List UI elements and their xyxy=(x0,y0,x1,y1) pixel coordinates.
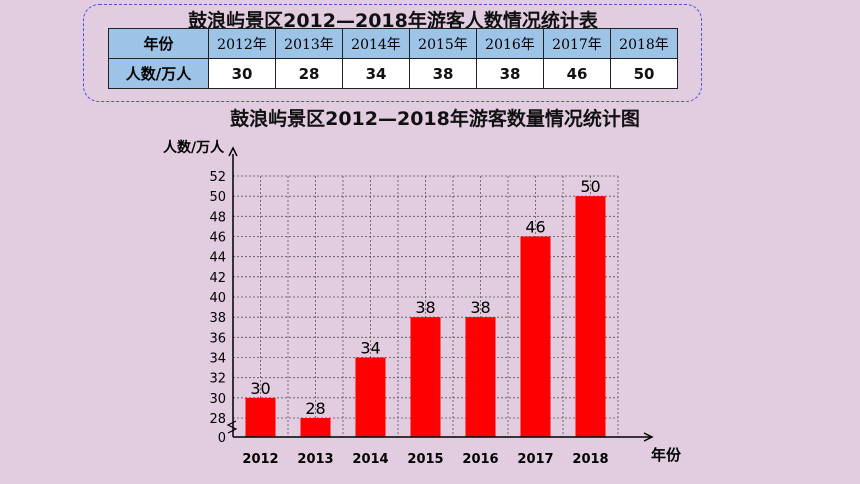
chart-title: 鼓浪屿景区2012—2018年游客数量情况统计图 xyxy=(230,108,640,130)
year-cell: 2012年 xyxy=(208,28,276,59)
data-label: 38 xyxy=(470,298,490,317)
year-cell: 2015年 xyxy=(409,28,477,59)
data-label: 46 xyxy=(525,218,545,237)
bar xyxy=(520,236,551,437)
data-label: 50 xyxy=(580,177,600,196)
table-frame xyxy=(83,4,702,102)
y-axis-label: 人数/万人 xyxy=(163,139,225,156)
data-label: 34 xyxy=(360,339,380,358)
data-label: 30 xyxy=(250,379,270,398)
table-value-row: 人数/万人 30 28 34 38 38 46 50 xyxy=(108,58,678,89)
x-tick-label: 2015 xyxy=(407,452,443,467)
bar xyxy=(465,317,496,437)
y-tick-label: 34 xyxy=(209,352,226,367)
year-cell: 2016年 xyxy=(476,28,544,59)
y-tick-label: 46 xyxy=(209,231,226,246)
bar xyxy=(575,196,606,437)
y-tick-label: 0 xyxy=(218,431,226,446)
table-header-row: 年份 2012年 2013年 2014年 2015年 2016年 2017年 2… xyxy=(108,28,678,59)
year-cell: 2017年 xyxy=(543,28,611,59)
year-cell: 2013年 xyxy=(275,28,343,59)
row-label: 人数/万人 xyxy=(108,58,209,89)
value-cell: 34 xyxy=(342,58,410,89)
y-tick-label: 44 xyxy=(209,251,226,266)
y-tick-label: 36 xyxy=(209,331,226,346)
value-cell: 50 xyxy=(610,58,678,89)
y-axis-arrow xyxy=(228,146,238,157)
y-tick-label: 50 xyxy=(209,190,226,205)
y-tick-label: 28 xyxy=(209,412,226,427)
y-tick-label: 48 xyxy=(209,210,226,225)
value-cell: 38 xyxy=(476,58,544,89)
stats-table: 年份 2012年 2013年 2014年 2015年 2016年 2017年 2… xyxy=(108,28,678,89)
year-cell: 2018年 xyxy=(610,28,678,59)
x-tick-label: 2014 xyxy=(352,452,388,467)
bar xyxy=(410,317,441,437)
x-tick-label: 2018 xyxy=(572,452,608,467)
x-axis-label: 年份 xyxy=(651,446,682,464)
bar xyxy=(245,397,276,437)
y-tick-label: 40 xyxy=(209,291,226,306)
y-tick-label: 32 xyxy=(209,372,226,387)
value-cell: 28 xyxy=(275,58,343,89)
bar xyxy=(300,418,331,437)
x-tick-label: 2016 xyxy=(462,452,498,467)
x-tick-label: 2012 xyxy=(242,452,278,467)
bar xyxy=(355,357,386,437)
header-label: 年份 xyxy=(108,28,209,59)
y-tick-label: 38 xyxy=(209,311,226,326)
axis-break-mark xyxy=(226,420,238,434)
data-label: 28 xyxy=(305,399,325,418)
x-tick-label: 2013 xyxy=(297,452,333,467)
year-cell: 2014年 xyxy=(342,28,410,59)
y-tick-label: 52 xyxy=(209,170,226,185)
x-axis-arrow xyxy=(643,432,654,442)
value-cell: 46 xyxy=(543,58,611,89)
y-tick-label: 30 xyxy=(209,392,226,407)
table-title: 鼓浪屿景区2012—2018年游客人数情况统计表 xyxy=(188,10,598,32)
data-label: 38 xyxy=(415,298,435,317)
x-tick-label: 2017 xyxy=(517,452,553,467)
y-tick-label: 42 xyxy=(209,271,226,286)
value-cell: 38 xyxy=(409,58,477,89)
